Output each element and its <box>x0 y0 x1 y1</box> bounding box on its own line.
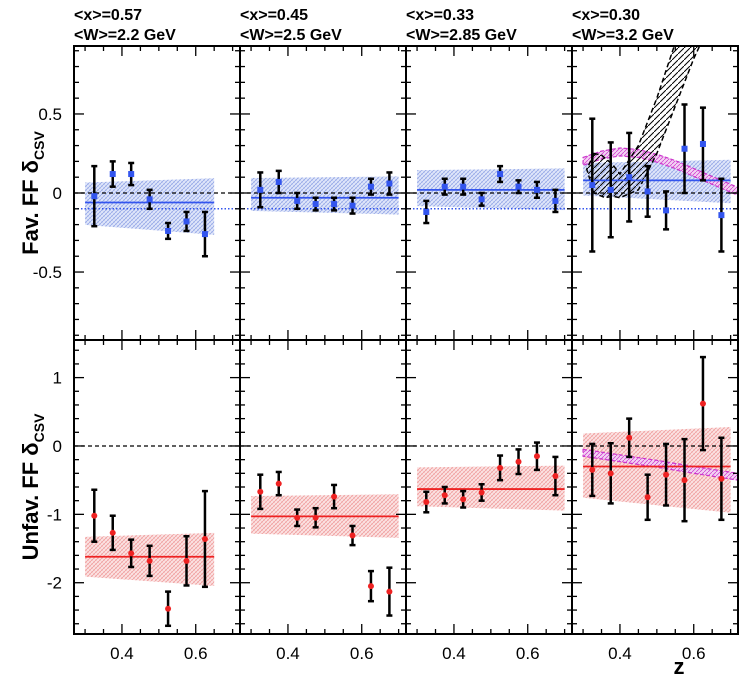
data-point <box>552 473 558 479</box>
data-point <box>645 188 651 194</box>
y-axis-label-main: Fav. FF δ <box>18 160 43 255</box>
data-point <box>663 472 669 478</box>
data-point <box>442 184 448 190</box>
panel-header-x-3: <x>=0.33 <box>406 7 474 24</box>
x-tick-label: 0.4 <box>608 644 632 663</box>
data-point <box>147 196 153 202</box>
data-point <box>423 209 429 215</box>
data-point <box>91 193 97 199</box>
data-point <box>589 182 595 188</box>
data-point <box>110 171 116 177</box>
panel-header-w-2: <W>=2.5 GeV <box>240 27 342 44</box>
data-point <box>350 533 356 539</box>
data-point <box>682 477 688 483</box>
data-point <box>516 459 522 465</box>
data-point <box>313 515 319 521</box>
data-point <box>331 494 337 500</box>
panel-frame-unfav-1 <box>74 340 240 634</box>
data-point <box>147 558 153 564</box>
data-point <box>479 196 485 202</box>
data-point <box>276 481 282 487</box>
data-point <box>386 589 392 595</box>
panel-header-w-4: <W>=3.2 GeV <box>572 27 674 44</box>
y-tick-label: 1 <box>53 369 62 388</box>
data-point <box>442 492 448 498</box>
data-point <box>718 212 724 218</box>
data-point <box>368 583 374 589</box>
data-point <box>497 465 503 471</box>
panel-header-x-2: <x>=0.45 <box>240 7 308 24</box>
x-tick-label: 0.4 <box>110 644 134 663</box>
x-axis-label: z <box>674 654 685 679</box>
data-point <box>682 146 688 152</box>
data-point <box>626 435 632 441</box>
data-point <box>368 184 374 190</box>
data-point <box>700 401 706 407</box>
data-point <box>294 515 300 521</box>
data-point <box>313 201 319 207</box>
data-point <box>386 181 392 187</box>
data-point <box>202 231 208 237</box>
y-axis-label-sub: CSV <box>31 131 47 160</box>
panel-header-w-1: <W>=2.2 GeV <box>74 27 176 44</box>
x-tick-label: 0.4 <box>442 644 466 663</box>
data-point <box>202 536 208 542</box>
data-point <box>460 496 466 502</box>
x-tick-label: 0.6 <box>516 644 540 663</box>
data-point <box>608 470 614 476</box>
data-point <box>534 453 540 459</box>
data-point <box>294 198 300 204</box>
data-point <box>184 218 190 224</box>
y-tick-label: -0.5 <box>33 263 62 282</box>
y-axis-label-sub: CSV <box>31 413 47 442</box>
x-tick-label: 0.6 <box>184 644 208 663</box>
data-point <box>589 467 595 473</box>
y-tick-label: 0 <box>53 437 62 456</box>
model-curves <box>583 0 738 480</box>
uncertainty-bands <box>85 160 731 586</box>
y-tick-label: 0 <box>53 184 62 203</box>
data-point <box>165 228 171 234</box>
x-tick-label: 0.4 <box>276 644 300 663</box>
data-point <box>516 184 522 190</box>
y-tick-label: -2 <box>47 574 62 593</box>
data-point <box>608 187 614 193</box>
data-point <box>184 558 190 564</box>
fit-band-unfav-3 <box>417 466 565 511</box>
data-point <box>479 489 485 495</box>
chart-figure: 0.50-0.5Fav. FF δCSV10-1-2Unfav. FF δCSV… <box>0 0 747 686</box>
data-point <box>552 198 558 204</box>
y-axis-label-unfav: Unfav. FF δCSV <box>18 413 47 560</box>
x-tick-label: 0.6 <box>682 644 706 663</box>
panel-header-x-1: <x>=0.57 <box>74 7 142 24</box>
panel-header-x-4: <x>=0.30 <box>572 7 640 24</box>
data-point <box>663 207 669 213</box>
data-point <box>700 141 706 147</box>
data-point <box>718 476 724 482</box>
panel-frame-unfav-2 <box>240 340 406 634</box>
panel-header-w-3: <W>=2.85 GeV <box>406 27 517 44</box>
data-point <box>645 494 651 500</box>
data-point <box>460 184 466 190</box>
data-point <box>257 187 263 193</box>
data-point <box>128 171 134 177</box>
y-axis-label-fav: Fav. FF δCSV <box>18 131 47 255</box>
data-point <box>534 187 540 193</box>
x-tick-label: 0.6 <box>350 644 374 663</box>
data-point <box>276 179 282 185</box>
y-tick-label: 0.5 <box>38 105 62 124</box>
data-point <box>128 550 134 556</box>
data-point <box>350 203 356 209</box>
data-point <box>110 530 116 536</box>
y-tick-label: -1 <box>47 505 62 524</box>
data-point <box>626 174 632 180</box>
data-point <box>331 201 337 207</box>
data-point <box>257 489 263 495</box>
data-point <box>91 513 97 519</box>
data-point <box>497 171 503 177</box>
data-point <box>423 499 429 505</box>
y-axis-label-main: Unfav. FF δ <box>18 442 43 560</box>
data-point <box>165 606 171 612</box>
